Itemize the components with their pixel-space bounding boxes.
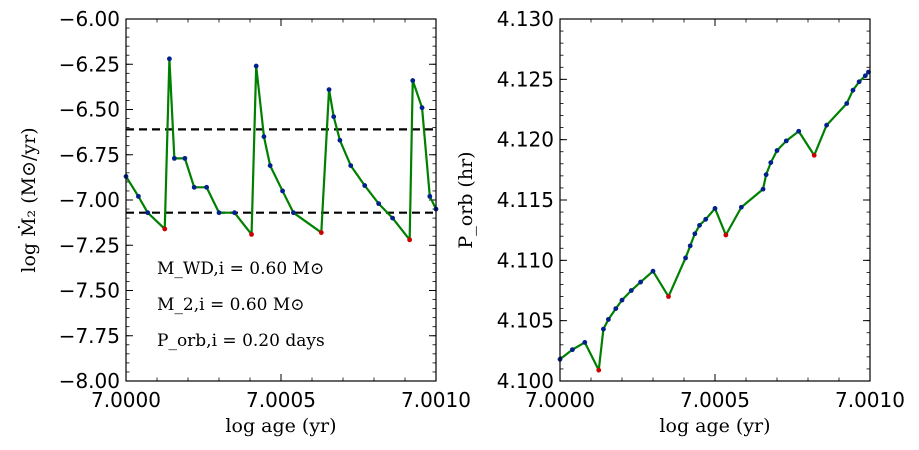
left-y-tick-label: −6.75 xyxy=(59,143,120,167)
right-data-point xyxy=(613,306,619,311)
right-minimum-point xyxy=(723,232,729,238)
left-data-point xyxy=(191,184,197,190)
left-y-tick-label: −8.00 xyxy=(59,369,120,393)
right-minimum-point xyxy=(596,367,602,373)
right-data-point xyxy=(844,101,850,106)
right-x-tick-label: 7.0000 xyxy=(525,388,595,412)
left-data-point xyxy=(337,137,343,143)
right-data-point xyxy=(850,87,856,93)
left-x-tick-label: 7.0010 xyxy=(401,388,471,412)
right-plot-area: 4.100 4.105 4.110 4.115 4.120 4.125 4.130 7.000… xyxy=(497,7,905,412)
left-minimum-point xyxy=(162,226,168,232)
right-data-point xyxy=(703,216,709,222)
right-data-point xyxy=(570,347,575,353)
right-data-point xyxy=(763,172,769,178)
right-data-point xyxy=(712,206,718,211)
left-data-point xyxy=(376,201,382,207)
right-data-point xyxy=(760,186,766,192)
left-data-point xyxy=(291,210,296,216)
left-xlabel: log age (yr) xyxy=(225,415,336,437)
left-ylabel: log Ṁ₂ (M⊙/yr) xyxy=(17,127,40,272)
right-y-tick-label: 4.130 xyxy=(497,7,554,31)
left-y-tick-label: −7.75 xyxy=(59,324,120,348)
left-minimum-point xyxy=(249,231,254,237)
left-data-point xyxy=(267,163,273,169)
left-data-point xyxy=(145,210,151,216)
right-data-point xyxy=(856,79,862,85)
right-data-point xyxy=(650,268,656,274)
right-y-tick-label: 4.125 xyxy=(497,67,554,91)
right-y-tick-label: 4.105 xyxy=(497,309,554,333)
left-data-point xyxy=(390,215,395,221)
right-data-point xyxy=(768,160,774,165)
left-y-tick-label: −7.00 xyxy=(59,188,120,212)
right-data-point xyxy=(683,255,688,261)
right-panel-porb: 4.100 4.105 4.110 4.115 4.120 4.125 4.130 7.000… xyxy=(455,7,905,437)
right-y-tick-label: 4.110 xyxy=(497,248,554,272)
right-data-point xyxy=(824,122,829,128)
right-y-tick-label: 4.115 xyxy=(497,188,554,212)
left-data-point xyxy=(167,56,172,62)
left-panel-mdot: −8.00 −7.75 −7.50 −7.25 −7.00 −6.75 −6.50 −6.25… xyxy=(17,7,471,437)
left-axes-frame xyxy=(125,18,437,382)
right-data-point xyxy=(582,339,588,345)
right-x-tick-label: 7.0005 xyxy=(680,388,750,412)
right-series-line xyxy=(560,71,870,372)
right-y-tick-label: 4.120 xyxy=(497,128,554,152)
left-data-point xyxy=(182,155,188,161)
right-x-tick-label: 7.0010 xyxy=(835,388,905,412)
left-data-point xyxy=(204,184,210,190)
left-y-tick-label: −6.00 xyxy=(59,7,120,31)
annotation-mwd: M_WD,i = 0.60 M⊙ xyxy=(157,259,324,279)
right-data-point xyxy=(738,204,744,210)
right-data-point xyxy=(628,288,634,293)
left-y-tick-label: −6.50 xyxy=(59,98,120,122)
left-y-tick-label: −6.25 xyxy=(59,52,120,76)
right-data-point xyxy=(862,73,868,79)
left-data-point xyxy=(348,163,354,169)
left-data-point xyxy=(326,87,332,92)
right-data-point xyxy=(796,128,802,134)
left-data-point xyxy=(261,134,267,140)
annotation-porb: P_orb,i = 0.20 days xyxy=(157,331,325,351)
left-data-point xyxy=(362,183,368,188)
right-data-point xyxy=(601,326,606,332)
right-data-point xyxy=(619,297,625,303)
left-x-tick-label: 7.0000 xyxy=(91,388,161,412)
left-data-point xyxy=(136,193,141,199)
right-data-point xyxy=(605,317,611,322)
right-data-point xyxy=(638,279,643,285)
right-data-point xyxy=(783,138,789,144)
left-data-point xyxy=(427,193,433,199)
right-ylabel: P_orb (hr) xyxy=(455,151,477,248)
left-data-point xyxy=(253,63,259,69)
left-x-tick-label: 7.0005 xyxy=(246,388,316,412)
left-minimum-point xyxy=(318,230,324,235)
right-data-point xyxy=(697,222,702,228)
right-xlabel: log age (yr) xyxy=(659,415,770,437)
left-data-point xyxy=(216,210,222,216)
right-data-point xyxy=(687,243,693,249)
left-data-point xyxy=(171,155,177,161)
left-data-point xyxy=(232,210,237,216)
right-data-point xyxy=(692,231,698,237)
left-y-tick-label: −7.25 xyxy=(59,233,120,257)
right-minimum-point xyxy=(811,152,817,158)
left-data-point xyxy=(419,105,425,111)
right-axes-frame xyxy=(559,18,871,382)
left-plot-area: −8.00 −7.75 −7.50 −7.25 −7.00 −6.75 −6.50 −6.25… xyxy=(59,7,471,412)
left-data-point xyxy=(410,78,416,83)
right-y-tick-label: 4.100 xyxy=(497,369,554,393)
left-minimum-point xyxy=(407,237,413,243)
left-series-line xyxy=(126,57,436,241)
right-minimum-point xyxy=(666,294,671,299)
left-data-point xyxy=(331,114,337,120)
left-data-point xyxy=(280,188,285,194)
annotation-m2: M_2,i = 0.60 M⊙ xyxy=(157,295,305,315)
left-y-tick-label: −7.50 xyxy=(59,279,120,303)
right-data-point xyxy=(774,148,780,153)
